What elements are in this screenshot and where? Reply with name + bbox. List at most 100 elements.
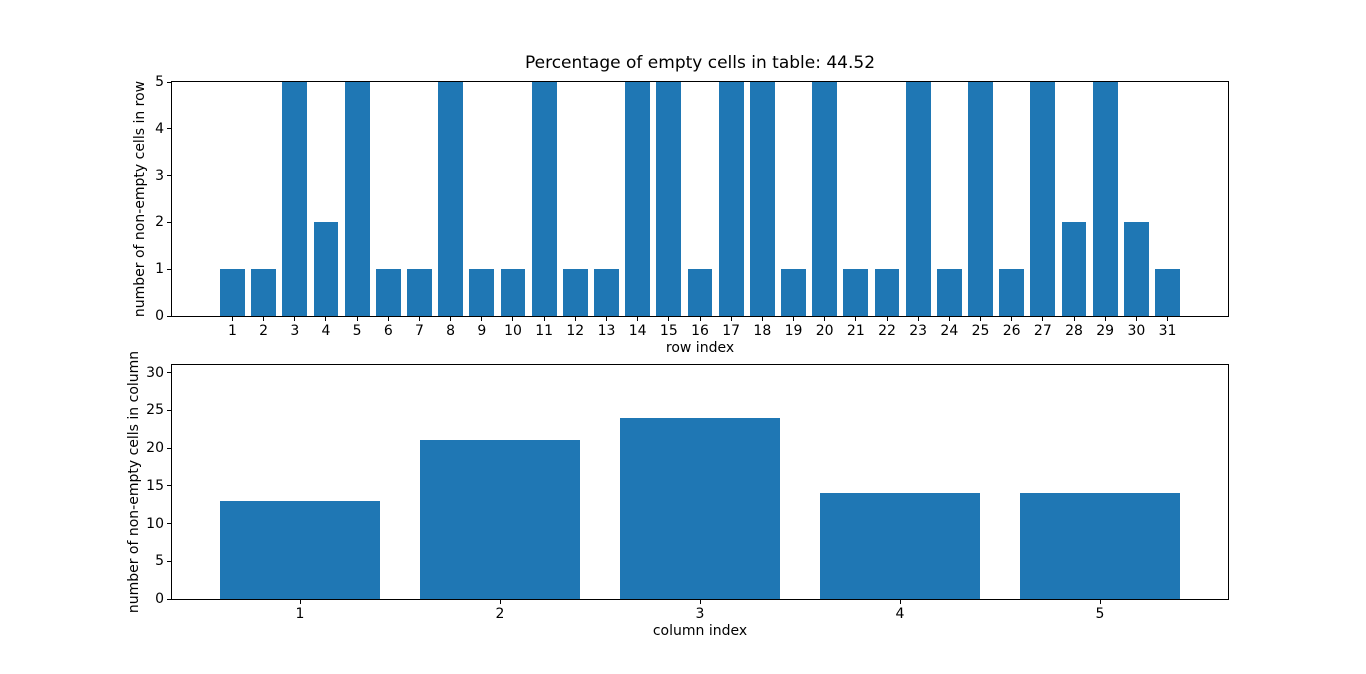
x-tick-label: 22 <box>878 323 896 339</box>
x-tick-label: 8 <box>446 323 456 339</box>
x-tick-label: 29 <box>1096 323 1115 339</box>
x-tick-mark <box>1104 317 1106 321</box>
x-tick-label: 5 <box>352 323 362 339</box>
x-tick-label: 3 <box>695 606 705 622</box>
x-tick-mark <box>299 600 301 604</box>
bar <box>375 269 401 316</box>
y-tick-label: 3 <box>155 167 164 184</box>
x-tick-mark <box>824 317 826 321</box>
x-tick-mark <box>699 600 701 604</box>
y-tick-mark <box>167 523 171 525</box>
y-tick-label: 4 <box>155 120 164 137</box>
columns-chart-y-axis-label: number of non-empty cells in column <box>126 350 142 614</box>
x-tick-label: 20 <box>815 323 834 339</box>
x-tick-label: 13 <box>597 323 616 339</box>
x-tick-mark <box>543 317 545 321</box>
x-tick-mark <box>699 317 701 321</box>
x-tick-mark <box>793 317 794 321</box>
bar <box>843 269 869 316</box>
x-tick-mark <box>948 317 950 321</box>
bar <box>620 417 780 599</box>
y-tick-mark <box>167 315 171 317</box>
columns-chart-plot-area: 1 2 3 4 5 0 5 10 15 20 25 30 <box>146 364 1229 621</box>
bar <box>469 269 495 316</box>
bar <box>1030 82 1056 316</box>
y-tick-mark <box>167 560 171 562</box>
bar <box>1123 222 1149 316</box>
bar <box>781 269 806 316</box>
x-tick-mark <box>325 317 327 321</box>
bar <box>625 82 651 316</box>
x-tick-label: 5 <box>1095 606 1105 622</box>
y-tick-label: 20 <box>146 440 164 457</box>
x-tick-mark <box>899 600 901 604</box>
x-tick-mark <box>387 317 389 321</box>
columns-chart-x-axis-label: column index <box>652 623 748 639</box>
bar <box>812 82 838 316</box>
bar <box>220 269 245 316</box>
rows-chart-y-axis-label: number of non-empty cells in row <box>132 80 148 318</box>
x-tick-mark <box>668 317 670 321</box>
x-tick-label: 19 <box>784 323 803 339</box>
x-tick-label: 10 <box>504 323 522 339</box>
y-tick-mark <box>167 447 171 449</box>
x-tick-label: 14 <box>628 323 647 339</box>
x-tick-mark <box>574 317 576 321</box>
x-tick-label: 27 <box>1033 323 1052 339</box>
x-tick-label: 17 <box>722 323 741 339</box>
x-tick-label: 1 <box>295 606 305 622</box>
x-tick-mark <box>605 317 607 321</box>
bar <box>905 82 931 316</box>
x-tick-label: 11 <box>535 323 554 339</box>
y-tick-label: 25 <box>146 402 164 419</box>
y-tick-label: 0 <box>155 308 164 324</box>
columns-chart: number of non-empty cells in column 1 2 3 4… <box>126 351 1229 639</box>
x-tick-label: 28 <box>1065 323 1083 339</box>
y-tick-label: 10 <box>146 515 164 532</box>
x-tick-label: 24 <box>940 323 959 339</box>
bar <box>999 269 1025 316</box>
x-tick-mark <box>886 317 888 321</box>
y-tick-label: 30 <box>146 364 164 381</box>
x-tick-mark <box>637 317 639 321</box>
bar <box>500 269 526 316</box>
x-tick-mark <box>481 317 483 321</box>
bar <box>968 82 993 316</box>
y-tick-label: 1 <box>155 261 164 278</box>
bar <box>562 269 588 316</box>
bar <box>1020 493 1180 599</box>
bar <box>438 82 464 316</box>
y-tick-mark <box>167 598 171 600</box>
x-tick-label: 4 <box>895 606 905 622</box>
y-tick-label: 5 <box>155 74 164 90</box>
y-tick-mark <box>167 175 171 177</box>
x-tick-mark <box>294 317 296 321</box>
x-tick-label: 1 <box>227 323 237 339</box>
bar <box>220 500 380 599</box>
y-tick-mark <box>167 221 171 223</box>
y-tick-mark <box>167 128 171 130</box>
x-tick-label: 21 <box>846 323 865 339</box>
x-tick-label: 30 <box>1127 323 1146 339</box>
bar <box>1061 222 1087 316</box>
x-tick-label: 9 <box>477 323 487 339</box>
bar <box>874 269 900 316</box>
x-tick-label: 3 <box>290 323 300 339</box>
x-tick-mark <box>730 317 732 321</box>
x-tick-label: 15 <box>659 323 678 339</box>
x-tick-label: 4 <box>321 323 331 339</box>
bar <box>1155 269 1180 316</box>
x-tick-mark <box>512 317 514 321</box>
bar <box>531 82 557 316</box>
y-tick-mark <box>167 268 171 270</box>
y-tick-label: 5 <box>155 553 164 570</box>
x-tick-label: 2 <box>495 606 505 622</box>
x-tick-mark <box>231 317 233 321</box>
bar <box>251 269 277 316</box>
x-tick-label: 16 <box>691 323 709 339</box>
y-tick-label: 0 <box>155 591 164 607</box>
x-tick-mark <box>1135 317 1137 321</box>
bar <box>407 269 432 316</box>
bar <box>820 493 980 599</box>
